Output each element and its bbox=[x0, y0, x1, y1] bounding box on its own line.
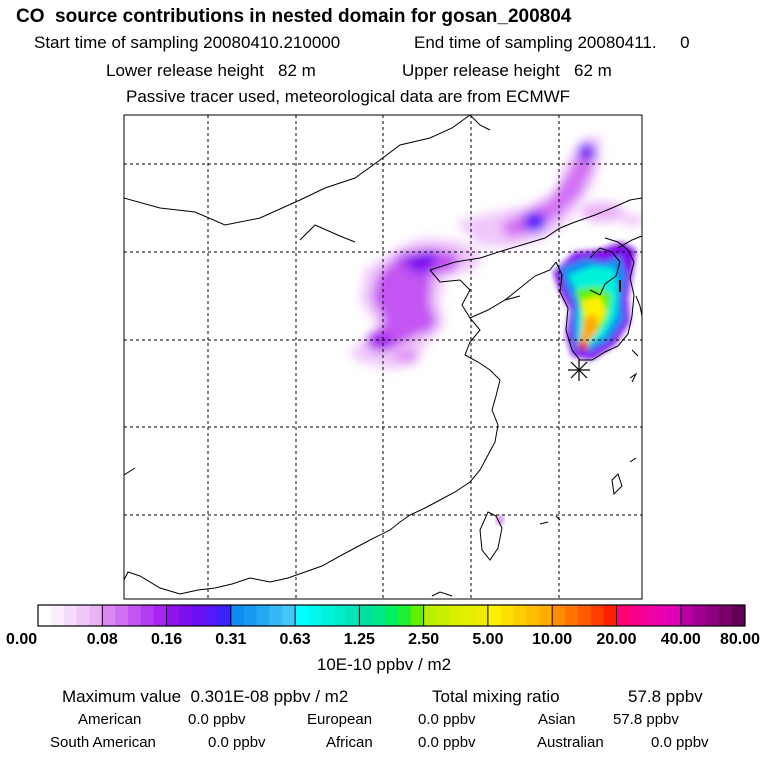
tracer-note: Passive tracer used, meteorological data… bbox=[126, 87, 571, 106]
region-name: European bbox=[307, 711, 373, 728]
gridlines bbox=[124, 115, 642, 599]
colorbar-units: 10E-10 ppbv / m2 bbox=[316, 655, 452, 674]
region-value: 0.0 ppbv bbox=[208, 734, 266, 751]
upper-release-height: Upper release height 62 m bbox=[402, 61, 612, 80]
map-plot bbox=[123, 114, 643, 600]
lower-release-height: Lower release height 82 m bbox=[106, 61, 316, 80]
plume-north-china bbox=[350, 238, 480, 370]
maximum-value: Maximum value 0.301E-08 ppbv / m2 bbox=[62, 687, 349, 706]
chart-title: CO source contributions in nested domain… bbox=[16, 6, 572, 27]
region-name: African bbox=[326, 734, 373, 751]
coastlines bbox=[124, 115, 642, 597]
region-name: Australian bbox=[537, 734, 604, 751]
plume-taiwan bbox=[496, 515, 504, 525]
plume-manchuria bbox=[455, 135, 642, 248]
region-value: 0.0 ppbv bbox=[188, 711, 246, 728]
receptor-marker bbox=[568, 359, 590, 381]
map-frame bbox=[123, 114, 643, 600]
region-value: 57.8 ppbv bbox=[613, 711, 679, 728]
region-value: 0.0 ppbv bbox=[651, 734, 709, 751]
region-name: Asian bbox=[538, 711, 576, 728]
region-name: American bbox=[78, 711, 142, 728]
plume-korea bbox=[553, 242, 636, 360]
region-name: South American bbox=[50, 734, 156, 751]
total-mixing-ratio-value: 57.8 ppbv bbox=[628, 687, 703, 706]
start-time-label: Start time of sampling 20080410.210000 bbox=[34, 33, 341, 52]
region-value: 0.0 ppbv bbox=[418, 711, 476, 728]
total-mixing-ratio-label: Total mixing ratio bbox=[432, 687, 560, 706]
region-value: 0.0 ppbv bbox=[418, 734, 476, 751]
end-time-label: End time of sampling 20080411. 0 bbox=[414, 33, 690, 52]
